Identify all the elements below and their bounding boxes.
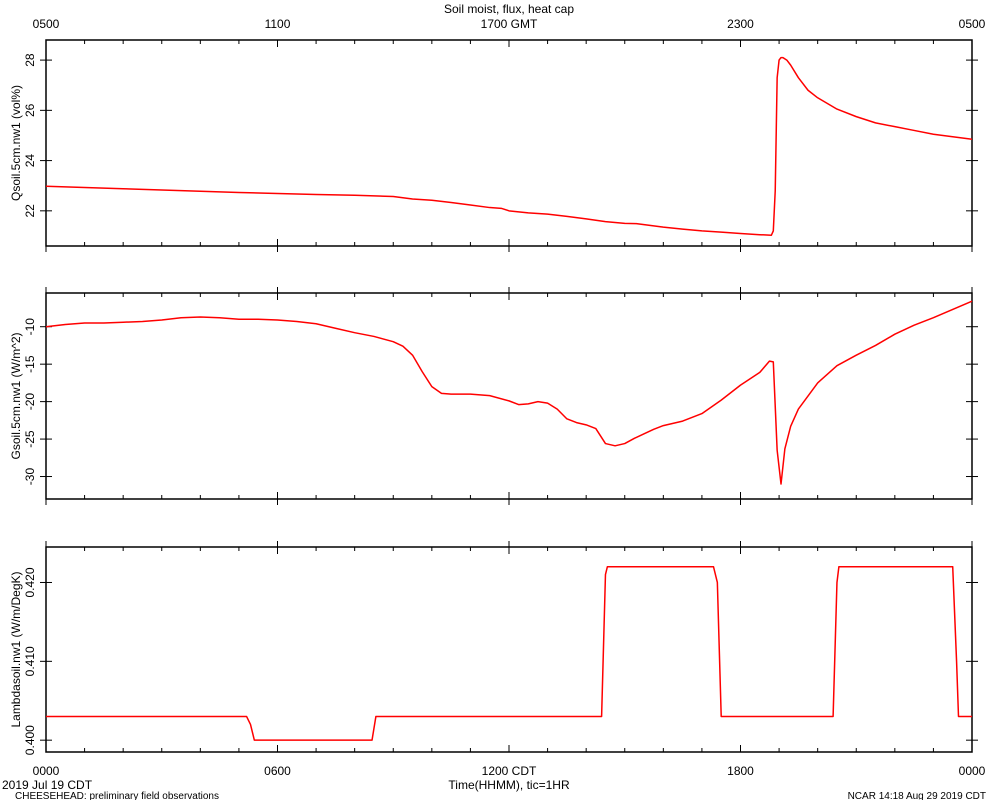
- bottom-tick-label-0: 0000: [33, 764, 60, 778]
- y-tick-label-gsoil-0: -30: [23, 468, 37, 486]
- panel-frame-lambda: [45, 546, 973, 753]
- top-tick-label-2: 1700 GMT: [481, 17, 538, 31]
- x-axis-label: Time(HHMM), tic=1HR: [448, 778, 570, 792]
- y-tick-label-qsoil-1: 24: [23, 154, 37, 168]
- panel-frame-gsoil: [45, 292, 973, 500]
- bottom-tick-label-4: 0000: [959, 764, 986, 778]
- bottom-tick-label-1: 0600: [264, 764, 291, 778]
- series-line-lambda-0: [46, 565, 972, 741]
- top-tick-label-3: 2300: [727, 17, 754, 31]
- y-tick-label-qsoil-2: 26: [23, 103, 37, 117]
- footer-left: CHEESEHEAD: preliminary field observatio…: [15, 791, 219, 800]
- top-tick-label-1: 1100: [265, 17, 291, 31]
- y-tick-label-qsoil-3: 28: [23, 53, 37, 67]
- y-tick-label-lambda-1: 0.410: [23, 646, 37, 676]
- bottom-tick-label-3: 1800: [727, 764, 754, 778]
- y-tick-label-lambda-2: 0.420: [23, 567, 37, 597]
- y-tick-label-gsoil-3: -15: [23, 355, 37, 373]
- y-tick-label-lambda-0: 0.400: [23, 725, 37, 755]
- series-line-qsoil-0: [45, 56, 973, 236]
- series-line-gsoil-0: [45, 300, 973, 485]
- panel-frame-qsoil: [45, 39, 973, 247]
- y-axis-label-lambda: Lambdasoil.nw1 (W/m/DegK): [9, 571, 23, 727]
- date-label: 2019 Jul 19 CDT: [2, 778, 93, 792]
- y-tick-label-gsoil-4: -10: [23, 318, 37, 336]
- bottom-tick-label-2: 1200 CDT: [482, 764, 537, 778]
- top-tick-label-4: 0500: [959, 17, 986, 31]
- top-tick-label-0: 0500: [33, 17, 60, 31]
- y-tick-label-gsoil-2: -20: [23, 393, 37, 411]
- footer-right: NCAR 14:18 Aug 29 2019 CDT: [848, 791, 986, 800]
- panels-group: 22 24 26 28 Qsoil.5cm.nw1 (vol%) -30 -25 -20 -15…: [9, 17, 986, 778]
- y-tick-label-gsoil-1: -25: [23, 430, 37, 448]
- y-axis-label-gsoil: Gsoil.5cm.nw1 (W/m^2): [9, 333, 23, 460]
- chart-title: Soil moist, flux, heat cap: [444, 2, 574, 16]
- y-axis-label-qsoil: Qsoil.5cm.nw1 (vol%): [9, 85, 23, 201]
- y-tick-label-qsoil-0: 22: [23, 204, 37, 218]
